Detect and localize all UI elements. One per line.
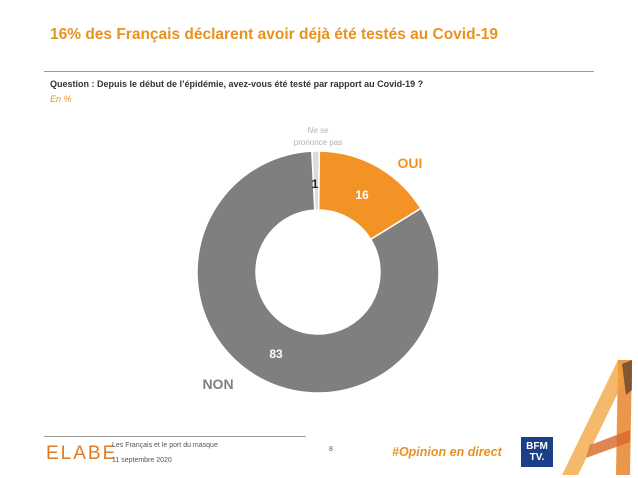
unit-label: En % (50, 94, 72, 104)
elabe-decorative-shape (562, 360, 632, 475)
value-label-nsp: 1 (312, 177, 319, 191)
title-divider (44, 71, 594, 72)
hashtag: #Opinion en direct (392, 445, 502, 459)
bfmtv-logo: BFM TV. (521, 437, 553, 467)
category-label-non: NON (202, 376, 233, 392)
category-label-nsp-line-1: Ne se (308, 126, 329, 135)
value-label-oui: 16 (355, 188, 369, 202)
footer-date: 11 septembre 2020 (112, 457, 172, 464)
bfmtv-logo-line-1: BFM (526, 441, 548, 452)
category-label-oui: OUI (398, 155, 423, 171)
page-title: 16% des Français déclarent avoir déjà ét… (50, 26, 498, 43)
slice-non (196, 150, 440, 394)
value-label-non: 83 (269, 347, 283, 361)
bfmtv-logo-line-2: TV. (529, 452, 545, 463)
question-text: Question : Depuis le début de l’épidémie… (50, 79, 424, 89)
footer-study-title: Les Français et le port du masque (112, 442, 218, 449)
footer-divider (44, 436, 306, 437)
elabe-logo: ELABE (46, 443, 118, 464)
category-label-nsp-line-2: prononce pas (294, 138, 342, 147)
page-number: 8 (329, 446, 333, 453)
